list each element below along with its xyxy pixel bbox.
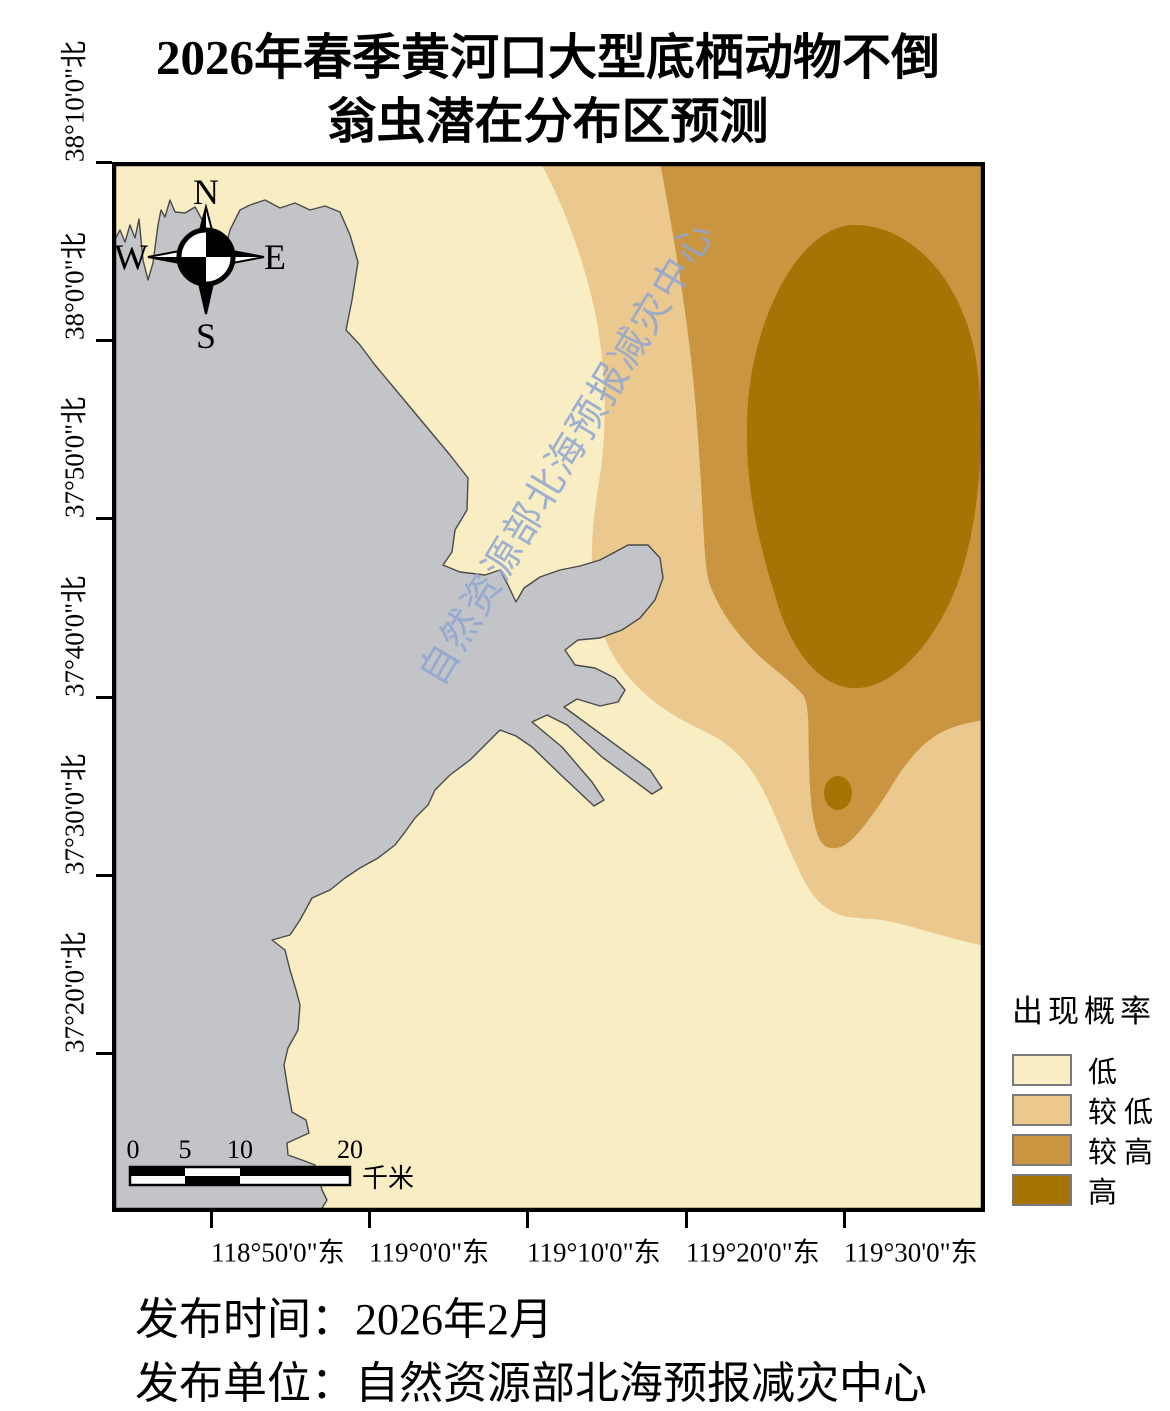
legend-row-mid-low: 较低 [1012, 1094, 1160, 1129]
scale-bar-outline [128, 1165, 352, 1187]
compass-north-label: N [193, 172, 219, 212]
lat-tick-0 [96, 161, 112, 164]
map-canvas: N S W E 0 5 10 20 千米 [112, 162, 985, 1212]
map-title-line2: 翁虫潜在分布区预测 [327, 94, 769, 149]
legend-row-high: 高 [1012, 1174, 1160, 1209]
scale-bar: 0 5 10 20 千米 [127, 1135, 415, 1193]
scale-label-20: 20 [337, 1135, 363, 1164]
lon-tick-3 [685, 1212, 688, 1228]
lat-tick-4 [96, 874, 112, 877]
publish-time: 发布时间：2026年2月 [135, 1295, 553, 1344]
scale-unit-label: 千米 [362, 1164, 414, 1193]
probability-high-spot [824, 776, 852, 810]
legend-label-mid-low: 较低 [1088, 1097, 1161, 1129]
map-frame [112, 162, 985, 1212]
map-title: 2026年春季黄河口大型底栖动物不倒 翁虫潜在分布区预测 [0, 26, 1096, 154]
land-region [112, 199, 664, 1212]
publish-org: 发布单位：自然资源部北海预报减灾中心 [135, 1359, 927, 1408]
legend-title: 出现概率 [1012, 994, 1156, 1029]
map-title-line1: 2026年春季黄河口大型底栖动物不倒 [155, 30, 940, 85]
legend-swatch-mid-high [1012, 1134, 1072, 1166]
lat-tick-3 [96, 696, 112, 699]
scale-label-5: 5 [179, 1135, 192, 1164]
legend-label-mid-high: 较高 [1088, 1137, 1161, 1169]
lon-tick-4 [843, 1212, 846, 1228]
scale-label-10: 10 [227, 1135, 253, 1164]
compass-east-label: E [264, 237, 286, 277]
lon-tick-2 [526, 1212, 529, 1228]
legend-swatch-mid-low [1012, 1094, 1072, 1126]
compass-south-label: S [196, 316, 216, 356]
lon-tick-0 [210, 1212, 213, 1228]
compass-rose: N S W E [114, 172, 286, 356]
legend-row-low: 低 [1012, 1054, 1160, 1089]
legend: 出现概率 低 较低 较高 高 [1012, 986, 1160, 1215]
legend-swatch-high [1012, 1174, 1072, 1206]
legend-swatch-low [1012, 1054, 1072, 1086]
compass-circle-ne-quad [206, 230, 233, 257]
legend-row-mid-high: 较高 [1012, 1134, 1160, 1169]
compass-west-label: W [114, 237, 148, 277]
map-svg: N S W E 0 5 10 20 千米 [112, 162, 985, 1212]
legend-label-high: 高 [1088, 1177, 1125, 1209]
lat-tick-5 [96, 1052, 112, 1055]
lon-tick-1 [368, 1212, 371, 1228]
compass-circle-sw-quad [179, 257, 206, 284]
scale-label-0: 0 [127, 1135, 140, 1164]
lat-tick-1 [96, 339, 112, 342]
probability-high-region [746, 225, 981, 689]
lat-tick-2 [96, 517, 112, 520]
legend-label-low: 低 [1088, 1057, 1125, 1089]
